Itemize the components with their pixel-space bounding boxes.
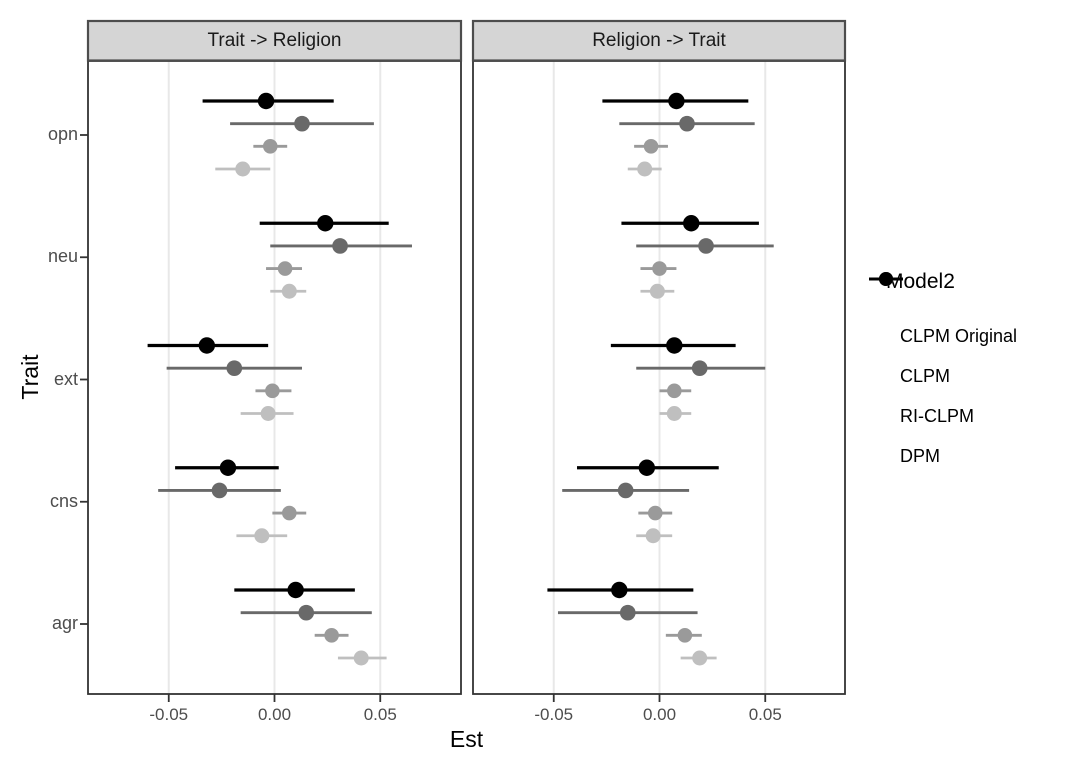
y-tick-label: ext xyxy=(53,368,78,389)
estimate-dot xyxy=(679,115,695,132)
estimate-dot xyxy=(649,283,665,299)
estimate-dot xyxy=(211,482,228,499)
x-axis-title: Est xyxy=(449,726,484,752)
legend-item: CLPM Original xyxy=(869,272,1078,356)
estimate-dot xyxy=(219,459,237,476)
legend-item: DPM xyxy=(869,272,1078,476)
x-tick-label: 0.00 xyxy=(257,705,292,724)
estimate-dot xyxy=(298,604,315,621)
estimate-dot xyxy=(652,261,667,276)
x-tick-label: 0.05 xyxy=(363,705,397,724)
legend-title: Model2 xyxy=(886,270,955,293)
estimate-dot xyxy=(226,360,243,377)
estimate-dot xyxy=(666,406,682,421)
estimate-dot xyxy=(698,238,714,254)
estimate-dot xyxy=(260,406,276,421)
estimate-dot xyxy=(691,360,708,377)
estimate-dot xyxy=(317,215,334,232)
estimate-dot xyxy=(324,628,339,643)
estimate-dot xyxy=(294,115,310,132)
estimate-dot xyxy=(619,604,636,621)
facet-strip-label-right: Religion -> Trait xyxy=(592,29,726,51)
estimate-dot xyxy=(637,161,653,177)
estimate-dot xyxy=(617,482,634,499)
estimate-dot xyxy=(666,337,683,354)
estimate-dot xyxy=(281,283,297,299)
x-tick-label: 0.00 xyxy=(642,705,677,724)
estimate-dot xyxy=(638,459,656,476)
estimate-dot xyxy=(353,650,369,666)
estimate-dot xyxy=(235,161,251,177)
facet-strip-label-left: Trait -> Religion xyxy=(207,29,342,51)
estimate-dot xyxy=(667,383,682,399)
legend-item-label: CLPM Original xyxy=(900,325,1018,346)
estimate-dot xyxy=(643,139,659,154)
x-tick-label: -0.05 xyxy=(149,705,189,724)
facet-strip xyxy=(86,19,463,62)
estimate-dot xyxy=(265,383,280,399)
estimate-dot xyxy=(692,650,708,666)
estimate-dot xyxy=(198,337,216,354)
y-tick-label: neu xyxy=(47,246,78,267)
legend-item-label: CLPM xyxy=(900,365,951,386)
legend-item-label: DPM xyxy=(900,445,940,466)
estimate-dot xyxy=(257,92,275,110)
y-tick-label: agr xyxy=(51,613,78,633)
estimate-dot xyxy=(611,581,628,599)
estimate-dot xyxy=(677,628,693,643)
estimate-dot xyxy=(683,215,700,232)
y-tick-label: opn xyxy=(47,124,78,144)
estimate-dot xyxy=(332,238,348,254)
x-tick-label: -0.05 xyxy=(534,705,574,724)
legend-items: CLPM Original CLPM RI-CLPM DPM xyxy=(868,272,1078,476)
estimate-dot xyxy=(645,528,661,544)
estimate-dot xyxy=(647,505,663,521)
legend-item-label: RI-CLPM xyxy=(900,405,975,426)
facet-strip xyxy=(471,19,847,62)
y-tick-label: cns xyxy=(49,490,78,511)
legend-item: RI-CLPM xyxy=(869,272,1078,436)
estimate-dot xyxy=(668,92,685,110)
estimate-dot xyxy=(287,581,304,599)
estimate-dot xyxy=(262,139,278,154)
x-tick-label: 0.05 xyxy=(748,705,782,724)
estimate-dot xyxy=(282,505,297,521)
estimate-dot xyxy=(277,261,293,276)
legend-item: CLPM xyxy=(869,272,1078,396)
estimate-dot xyxy=(254,528,270,544)
legend-key-pointrange-icon xyxy=(869,272,903,286)
legend: Model2 CLPM Original CLPM RI-CLPM DPM xyxy=(868,270,1078,476)
y-axis-title: Trait xyxy=(17,354,43,400)
